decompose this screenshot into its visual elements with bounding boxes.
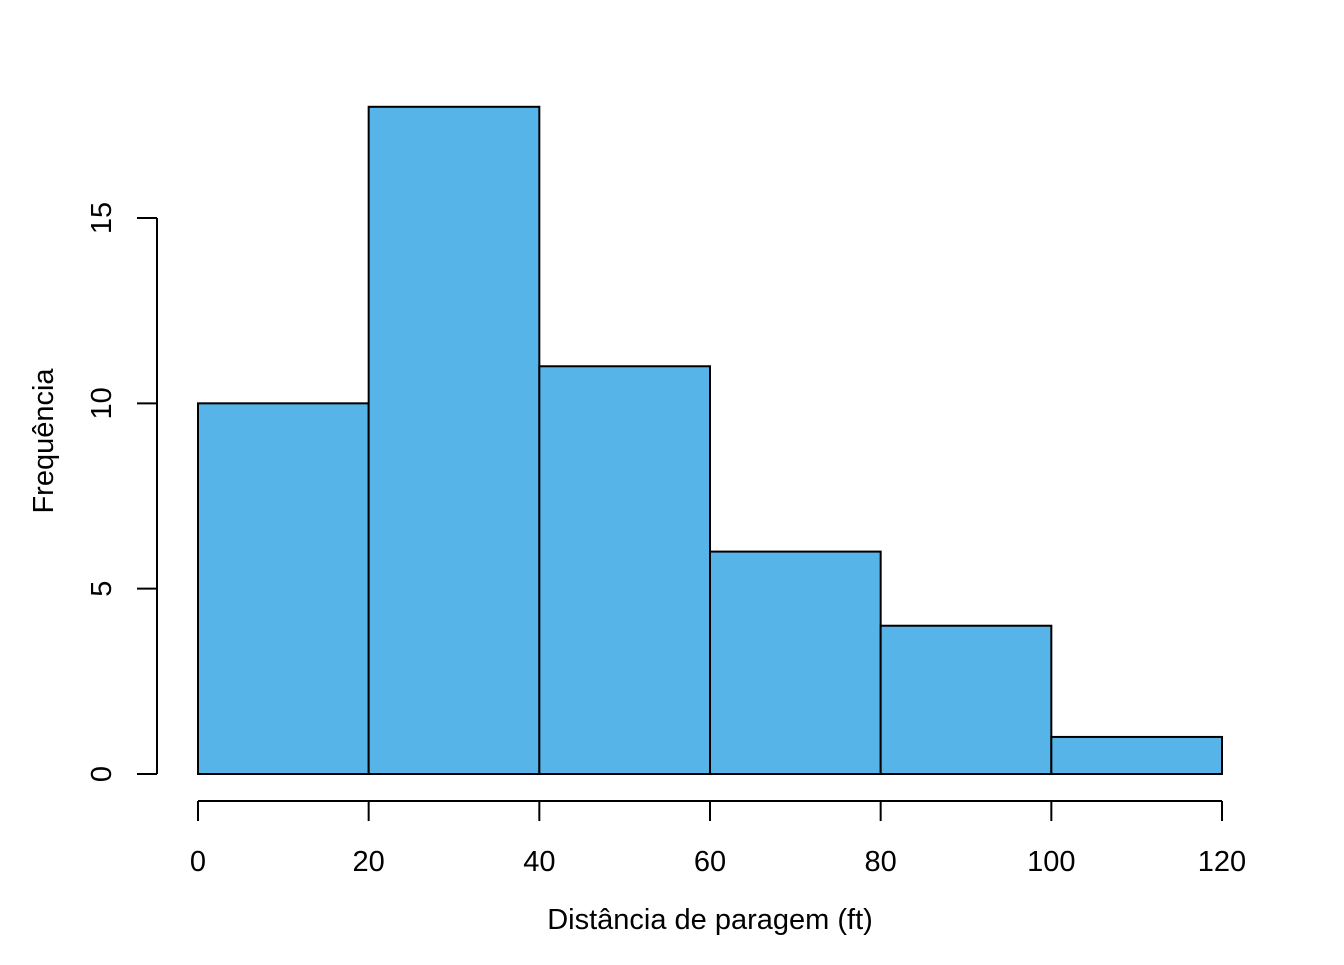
- x-tick-label: 20: [353, 846, 385, 878]
- x-tick-label: 40: [523, 846, 555, 878]
- y-tick-label: 5: [86, 581, 118, 597]
- x-tick-label: 100: [1027, 846, 1075, 878]
- x-tick-label: 0: [190, 846, 206, 878]
- histogram-bar: [197, 402, 370, 775]
- x-tick-label: 80: [865, 846, 897, 878]
- y-axis: 0 5 10 15: [86, 202, 158, 782]
- y-tick-label: 0: [86, 766, 118, 782]
- x-tick-label: 60: [694, 846, 726, 878]
- histogram-bars: [197, 105, 1224, 776]
- x-axis-title: Distância de paragem (ft): [547, 904, 873, 936]
- histogram-bar: [709, 550, 882, 775]
- y-tick-label: 15: [86, 202, 118, 234]
- x-tick-label: 120: [1198, 846, 1246, 878]
- histogram-bar: [538, 365, 711, 775]
- y-tick-label: 10: [86, 387, 118, 419]
- histogram-bar: [879, 624, 1053, 775]
- y-axis-title: Frequência: [28, 368, 60, 514]
- x-axis: 0 20 40 60 80 100 120: [190, 800, 1246, 878]
- histogram-bar: [367, 105, 541, 776]
- histogram-bar: [1050, 735, 1224, 776]
